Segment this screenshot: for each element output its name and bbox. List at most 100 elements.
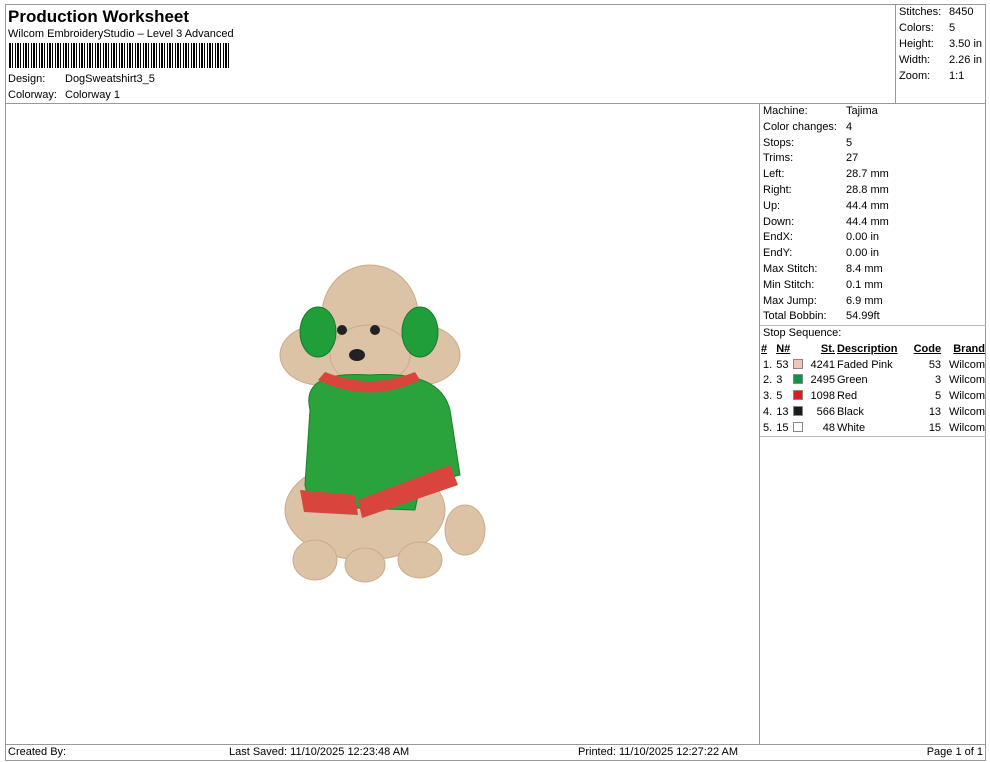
machine-value: 0.00 in: [846, 231, 880, 244]
needle-number: 13: [776, 406, 789, 419]
left-cuff: [300, 490, 358, 515]
machine-label: EndX:: [763, 231, 793, 244]
machine-value: 6.9 mm: [846, 294, 883, 307]
table-row: 5. 15 48 White 15 Wilcom: [760, 420, 986, 436]
subtitle: Wilcom EmbroideryStudio – Level 3 Advanc…: [8, 28, 234, 40]
machine-row: Min Stitch: 0.1 mm: [760, 278, 986, 294]
machine-row: Down: 44.4 mm: [760, 215, 986, 231]
machine-label: Trims:: [763, 152, 794, 165]
machine-label: Stops:: [763, 136, 795, 149]
stat-value: 1:1: [949, 70, 965, 82]
embroidery-design-preview: [279, 264, 486, 583]
color-swatch: [792, 358, 803, 369]
color-swatch: [792, 374, 803, 385]
header: [5, 4, 986, 104]
color-code: 15: [928, 421, 942, 434]
machine-row: Trims: 27: [760, 151, 986, 167]
left-earmuff: [299, 306, 337, 358]
color-description: White: [836, 421, 866, 434]
color-swatch: [792, 406, 803, 417]
color-code: 13: [928, 406, 942, 419]
created-by: Created By:: [8, 746, 67, 758]
color-description: Red: [836, 390, 858, 403]
color-description: Green: [836, 374, 868, 387]
colorway-label: Colorway:: [8, 89, 57, 101]
stop-sequence-table: # N# St. Description Code Brand 1. 53 4241 Faded…: [760, 341, 986, 436]
table-row: 2. 3 2495 Green 3 Wilcom: [760, 373, 986, 389]
machine-value: 27: [846, 152, 859, 165]
needle-number: 5: [776, 390, 783, 403]
stat-label: Zoom:: [899, 70, 931, 82]
machine-value: Tajima: [846, 105, 878, 117]
stitch-count: 4241: [810, 358, 835, 371]
row-number: 3.: [763, 390, 773, 403]
stat-value: 8450: [949, 6, 974, 18]
barcode: [9, 43, 231, 68]
sweater-collar: [318, 372, 420, 393]
machine-row: Right: 28.8 mm: [760, 183, 986, 199]
machine-value: 44.4 mm: [846, 215, 889, 228]
color-description: Black: [836, 406, 864, 419]
needle-number: 3: [776, 374, 783, 387]
row-number: 1.: [763, 358, 773, 371]
stat-row: Colors: 5: [896, 20, 986, 36]
table-row: 4. 13 566 Black 13 Wilcom: [760, 404, 986, 420]
stitch-count: 2495: [810, 374, 835, 387]
worksheet-frame: [5, 4, 986, 761]
machine-label: EndY:: [763, 247, 793, 260]
nose: [349, 349, 365, 361]
column-header: N#: [776, 342, 791, 355]
row-number: 5.: [763, 421, 773, 434]
machine-value: 28.8 mm: [846, 183, 889, 196]
machine-row: EndX: 0.00 in: [760, 230, 986, 246]
machine-value: 0.1 mm: [846, 278, 883, 291]
footer: Created By: Last Saved: 11/10/2025 12:23…: [5, 744, 986, 761]
stat-value: 3.50 in: [949, 38, 983, 50]
color-description: Faded Pink: [836, 358, 893, 371]
machine-label: Down:: [763, 215, 795, 228]
machine-row: Up: 44.4 mm: [760, 199, 986, 215]
machine-row: Max Stitch: 8.4 mm: [760, 262, 986, 278]
column-header: Brand: [953, 342, 985, 355]
stat-row: Stitches: 8450: [896, 4, 986, 20]
stats-box: Stitches: 8450 Colors: 5 Height: 3.50 in Width…: [895, 4, 986, 104]
table-row: 3. 5 1098 Red 5 Wilcom: [760, 388, 986, 404]
stat-label: Height:: [899, 38, 934, 50]
stat-row: Height: 3.50 in: [896, 36, 986, 52]
machine-value: 8.4 mm: [846, 262, 883, 275]
machine-label: Right:: [763, 183, 792, 196]
column-header: Description: [836, 342, 898, 355]
column-header: St.: [820, 342, 835, 355]
stitch-count: 566: [816, 406, 835, 419]
stat-row: Zoom: 1:1: [896, 68, 986, 84]
machine-label: Machine:: [763, 105, 808, 117]
color-code: 53: [928, 358, 942, 371]
colorway-row: Colorway: Colorway 1: [8, 89, 120, 101]
machine-label: Color changes:: [763, 120, 837, 133]
colorway-value: Colorway 1: [65, 89, 121, 101]
row-number: 4.: [763, 406, 773, 419]
page-title: Production Worksheet: [8, 7, 190, 26]
color-code: 3: [934, 374, 942, 387]
stitch-count: 1098: [810, 390, 835, 403]
right-earmuff: [401, 306, 439, 358]
machine-label: Max Jump:: [763, 294, 817, 307]
machine-value: 44.4 mm: [846, 199, 889, 212]
machine-row: Color changes: 4: [760, 120, 986, 136]
machine-row: Stops: 5: [760, 136, 986, 152]
stitch-count: 48: [822, 421, 835, 434]
brand: Wilcom: [948, 421, 985, 434]
machine-value: 0.00 in: [846, 247, 880, 260]
page-number: Page 1 of 1: [926, 746, 983, 758]
color-code: 5: [934, 390, 942, 403]
brand: Wilcom: [948, 358, 985, 371]
machine-value: 54.99ft: [846, 310, 880, 323]
machine-label: Max Stitch:: [763, 262, 818, 275]
stat-row: Width: 2.26 in: [896, 52, 986, 68]
stat-label: Width:: [899, 54, 931, 66]
stop-sequence-label: Stop Sequence:: [760, 325, 986, 341]
stat-value: 2.26 in: [949, 54, 983, 66]
brand: Wilcom: [948, 406, 985, 419]
machine-value: 4: [846, 120, 853, 133]
left-eye: [337, 325, 347, 335]
